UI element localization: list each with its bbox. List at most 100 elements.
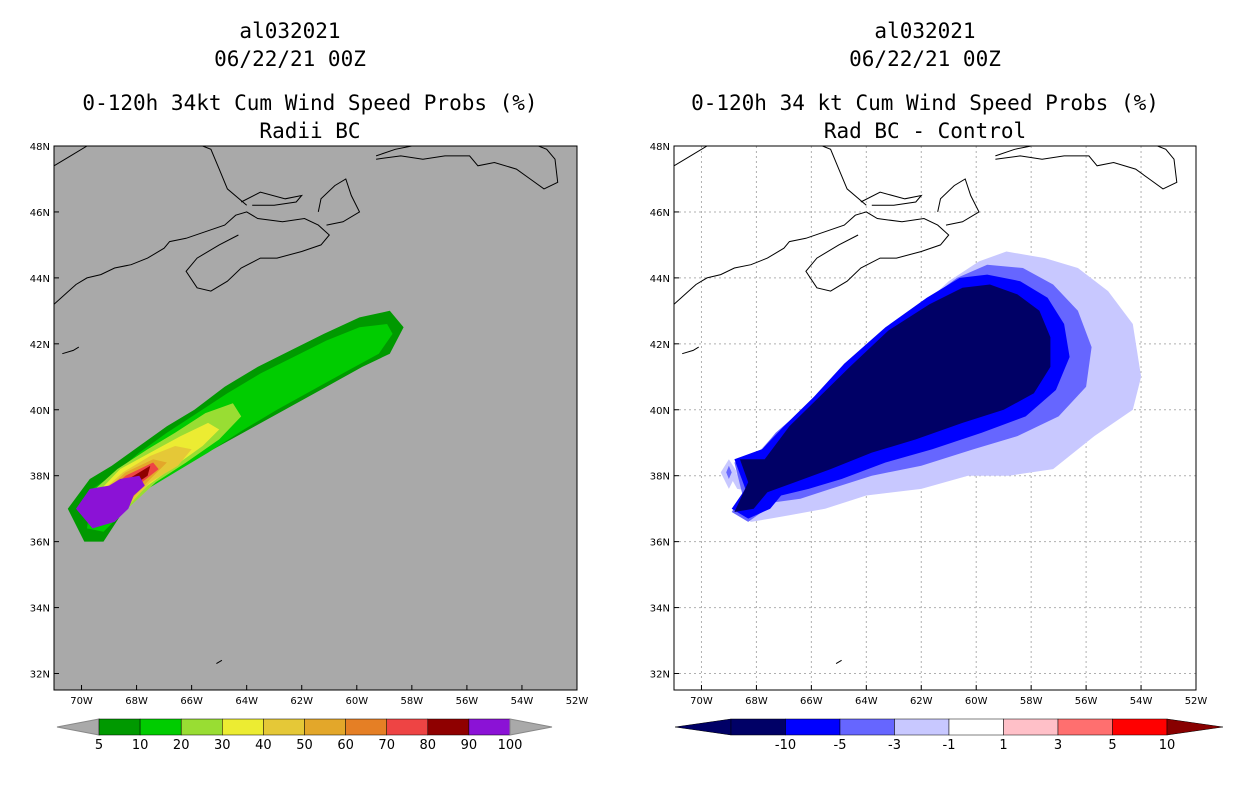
right-colorbar-swatch <box>948 718 1004 736</box>
left-x-tick-label: 54W <box>511 696 534 707</box>
left-colorbar-label: 30 <box>214 738 231 753</box>
right-difference-map: 70W 68W 66W 64W 62W 60W 58W 56W 54W 52W 32N 34N 36N 3… <box>650 142 1208 707</box>
left-x-tick-label: 64W <box>235 696 258 707</box>
left-colorbar-label: 80 <box>420 738 437 753</box>
right-colorbar-label: 5 <box>1108 738 1116 753</box>
right-colorbar-label: 1 <box>999 738 1007 753</box>
right-y-tick-label: 44N <box>650 274 670 285</box>
left-y-tick-label: 46N <box>30 208 50 219</box>
right-x-tick-label: 58W <box>1020 696 1043 707</box>
right-colorbar-swatch <box>1112 718 1168 736</box>
right-coastline <box>860 191 923 206</box>
left-coastline <box>216 659 223 665</box>
left-storm-id: al032021 <box>239 19 341 43</box>
right-y-tick-label: 32N <box>650 670 670 681</box>
right-colorbar-swatch <box>839 718 895 736</box>
right-y-tick-label: 40N <box>650 406 670 417</box>
left-x-tick-label: 58W <box>401 696 424 707</box>
right-colorbar-label: 10 <box>1159 738 1176 753</box>
left-colorbar-label: 90 <box>461 738 478 753</box>
left-colorbar-swatch <box>386 718 429 736</box>
right-x-tick-label: 52W <box>1185 696 1208 707</box>
right-coastline <box>682 346 699 355</box>
left-colorbar-label: 100 <box>498 738 523 753</box>
left-map-background <box>54 146 577 690</box>
left-y-tick-label: 36N <box>30 538 50 549</box>
left-y-tick-label: 32N <box>30 670 50 681</box>
left-colorbar-label: 60 <box>337 738 354 753</box>
left-y-tick-label: 38N <box>30 472 50 483</box>
left-colorbar-swatch <box>98 718 141 736</box>
right-y-tick-label: 38N <box>650 472 670 483</box>
right-coastline <box>937 178 980 226</box>
left-colorbar: 5 10 20 30 40 50 60 70 80 90 100 <box>56 718 553 753</box>
left-colorbar-swatch <box>263 718 305 736</box>
left-coastline <box>317 178 361 226</box>
right-x-tick-label: 54W <box>1130 696 1153 707</box>
left-colorbar-swatch <box>345 718 387 736</box>
right-storm-id: al032021 <box>874 19 976 43</box>
left-y-tick-label: 48N <box>30 142 50 153</box>
left-colorbar-low-cap <box>56 718 100 736</box>
right-coastline <box>674 146 708 167</box>
right-x-tick-label: 70W <box>690 696 713 707</box>
right-date: 06/22/21 00Z <box>849 47 1001 71</box>
right-colorbar-label: -5 <box>834 738 847 753</box>
right-y-tick-label: 36N <box>650 538 670 549</box>
right-coastline <box>674 211 950 305</box>
left-y-tick-label: 34N <box>30 604 50 615</box>
right-contour--10-region <box>734 284 1051 512</box>
left-y-tick-label: 44N <box>30 274 50 285</box>
left-coastline <box>376 146 559 190</box>
right-colorbar-low-cap <box>674 718 732 736</box>
left-y-tick-label: 42N <box>30 340 50 351</box>
right-y-tick-label: 46N <box>650 208 670 219</box>
right-colorbar-label: 3 <box>1054 738 1062 753</box>
right-x-tick-label: 68W <box>745 696 768 707</box>
left-y-tick-label: 40N <box>30 406 50 417</box>
right-colorbar-swatch <box>1003 718 1059 736</box>
left-coastline <box>240 191 304 206</box>
right-y-tick-label: 34N <box>650 604 670 615</box>
left-colorbar-swatch <box>180 718 223 736</box>
right-colorbar-high-cap <box>1166 718 1224 736</box>
left-x-tick-label: 62W <box>290 696 313 707</box>
left-x-tick-label: 70W <box>70 696 93 707</box>
right-coastline <box>835 659 842 665</box>
right-colorbar-swatch <box>1057 718 1113 736</box>
left-colorbar-label: 40 <box>255 738 272 753</box>
right-y-tick-label: 42N <box>650 340 670 351</box>
right-colorbar-label: -10 <box>775 738 796 753</box>
right-coastline <box>803 146 867 206</box>
left-colorbar-label: 20 <box>173 738 190 753</box>
left-colorbar-label: 10 <box>132 738 149 753</box>
right-map-frame <box>673 145 1197 691</box>
right-colorbar: -10 -5 -3 -1 1 3 5 10 <box>674 718 1224 753</box>
right-coastline <box>995 146 1178 190</box>
left-colorbar-label: 70 <box>378 738 395 753</box>
left-colorbar-label: 5 <box>95 738 103 753</box>
left-date: 06/22/21 00Z <box>214 47 366 71</box>
left-coastline <box>54 146 88 167</box>
left-coastline <box>375 146 412 157</box>
right-colorbar-swatch <box>730 718 786 736</box>
left-x-tick-label: 56W <box>456 696 479 707</box>
left-contour-90-region <box>76 475 145 529</box>
left-colorbar-high-cap <box>509 718 553 736</box>
left-probability-map: 70W 68W 66W 64W 62W 60W 58W 56W 54W 52W 32N 34N 36N 3… <box>30 142 589 707</box>
left-colorbar-swatch <box>427 718 470 736</box>
right-x-tick-label: 64W <box>855 696 878 707</box>
left-colorbar-swatch <box>139 718 182 736</box>
right-contour--3-region <box>726 465 732 479</box>
left-coastline <box>54 211 330 305</box>
left-colorbar-swatch <box>468 718 511 736</box>
left-colorbar-label: 50 <box>296 738 313 753</box>
right-colorbar-label: -1 <box>943 738 956 753</box>
left-x-tick-label: 52W <box>566 696 589 707</box>
left-x-tick-label: 60W <box>345 696 368 707</box>
right-colorbar-swatch <box>785 718 841 736</box>
right-chart-subtitle: Rad BC - Control <box>823 119 1027 143</box>
right-y-tick-label: 48N <box>650 142 670 153</box>
left-x-tick-label: 68W <box>125 696 148 707</box>
